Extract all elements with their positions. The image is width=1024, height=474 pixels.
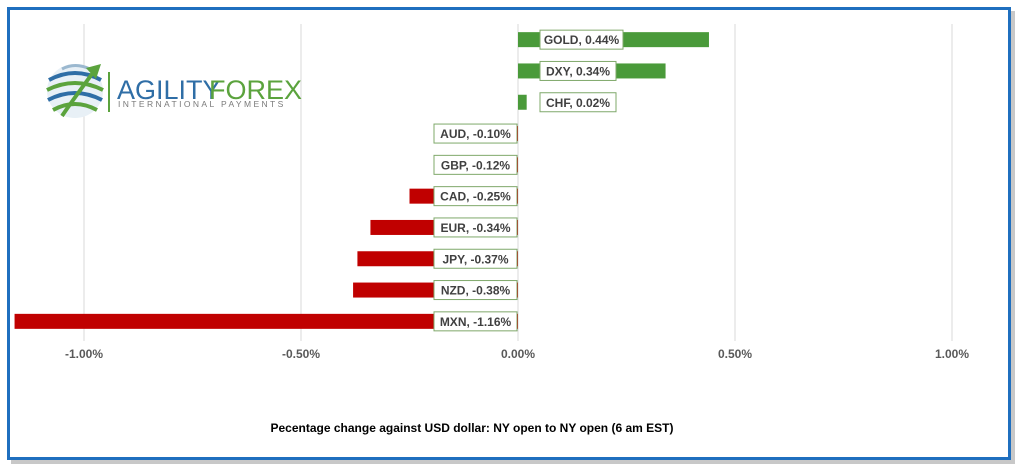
globe-icon: [46, 64, 104, 118]
data-labels: GOLD, 0.44% DXY, 0.34% CHF, 0.02% AUD, -0.1…: [433, 29, 624, 332]
logo-tagline: INTERNATIONAL PAYMENTS: [118, 99, 286, 109]
data-label-box: [539, 29, 624, 50]
data-label-chf: CHF, 0.02%: [546, 96, 610, 110]
x-tick-label: -0.50%: [282, 347, 320, 361]
chart-caption: Pecentage change against USD dollar: NY …: [271, 421, 674, 435]
logo-word-agility: AGILITY: [117, 75, 221, 105]
x-tick-label: 0.00%: [501, 347, 535, 361]
x-axis-ticks: -1.00% -0.50% 0.00% 0.50% 1.00%: [65, 347, 969, 361]
data-label-gold: GOLD, 0.44%: [544, 33, 620, 47]
data-label-box: [433, 217, 518, 238]
x-tick-label: 1.00%: [935, 347, 969, 361]
data-label-box: [433, 154, 518, 175]
data-label-jpy: JPY, -0.37%: [442, 252, 508, 266]
x-tick-label: -1.00%: [65, 347, 103, 361]
data-label-box: [539, 60, 617, 81]
data-label-eur: EUR, -0.34%: [440, 221, 510, 235]
data-label-box: [433, 123, 518, 144]
data-label-gbp: GBP, -0.12%: [441, 158, 510, 172]
data-label-box: [433, 186, 518, 207]
agility-forex-logo: AGILITY FOREX INTERNATIONAL PAYMENTS: [46, 64, 302, 118]
data-label-nzd: NZD, -0.38%: [441, 284, 511, 298]
data-label-cad: CAD, -0.25%: [440, 190, 511, 204]
data-label-dxy: DXY, 0.34%: [546, 64, 610, 78]
data-label-box: [539, 92, 617, 113]
data-label-mxn: MXN, -1.16%: [440, 315, 512, 329]
x-tick-label: 0.50%: [718, 347, 752, 361]
data-label-box: [433, 311, 518, 332]
data-label-box: [433, 248, 518, 269]
bar-mxn: [14, 313, 519, 329]
logo-word-forex: FOREX: [209, 75, 302, 105]
bar-chf: [518, 94, 527, 110]
data-label-aud: AUD, -0.10%: [440, 127, 511, 141]
data-label-box: [433, 280, 518, 301]
